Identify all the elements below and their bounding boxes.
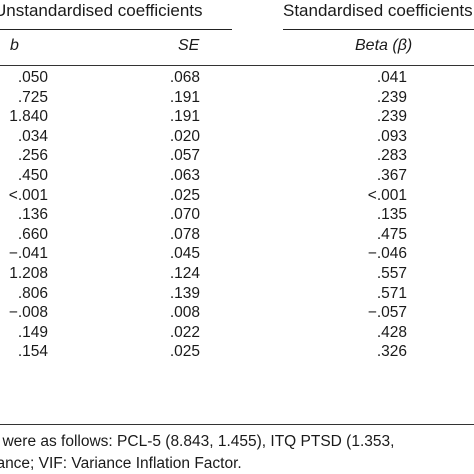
column-header-beta: Beta (β) xyxy=(355,37,413,54)
standardised-coefficients-header: Standardised coefficients xyxy=(283,1,473,20)
table-row: .050 .068 .041 xyxy=(0,68,474,88)
cell-se: .063 xyxy=(169,166,200,184)
cell-se: .008 xyxy=(169,304,200,322)
cell-b: .154 xyxy=(17,343,48,361)
table-row: 1.208 .124 .557 xyxy=(0,264,474,284)
standardised-header-rule xyxy=(283,29,474,30)
cell-b: .450 xyxy=(17,166,48,184)
cell-se: .070 xyxy=(169,206,200,224)
cell-se: .078 xyxy=(169,225,200,243)
table-note-line-1: ) were as follows: PCL-5 (8.843, 1.455),… xyxy=(0,433,395,450)
cell-se: .124 xyxy=(169,264,200,282)
cell-beta: .557 xyxy=(376,264,407,282)
unstandardised-header-rule xyxy=(0,29,232,30)
cell-b: .660 xyxy=(17,225,48,243)
table-row: .450 .063 .367 xyxy=(0,166,474,186)
unstandardised-coefficients-header: Unstandardised coefficients xyxy=(0,1,203,20)
cell-beta: .239 xyxy=(376,108,407,126)
cell-se: .139 xyxy=(169,284,200,302)
cell-b: .806 xyxy=(17,284,48,302)
cell-se: .191 xyxy=(169,88,200,106)
cell-beta: .367 xyxy=(376,166,407,184)
cell-beta: .571 xyxy=(376,284,407,302)
cell-beta: −.046 xyxy=(367,245,407,263)
cell-se: .045 xyxy=(169,245,200,263)
cell-se: .191 xyxy=(169,108,200,126)
table-note-line-2: iance; VIF: Variance Inflation Factor. xyxy=(0,455,242,472)
cell-b: −.008 xyxy=(8,304,48,322)
cell-b: .050 xyxy=(17,69,48,86)
cell-b: .256 xyxy=(17,147,48,165)
cell-se: .025 xyxy=(169,343,200,361)
table-row: .660 .078 .475 xyxy=(0,225,474,245)
cell-beta: .326 xyxy=(376,343,407,361)
cell-beta: .041 xyxy=(376,69,407,86)
cell-beta: .428 xyxy=(376,323,407,341)
cell-b: .136 xyxy=(17,206,48,224)
table-bottom-rule xyxy=(0,424,474,425)
cell-b: −.041 xyxy=(8,245,48,263)
table-row: −.041 .045 −.046 xyxy=(0,244,474,264)
cell-se: .068 xyxy=(169,69,200,86)
table-row: −.008 .008 −.057 xyxy=(0,303,474,323)
cell-b: .725 xyxy=(17,88,48,106)
cell-b: .149 xyxy=(17,323,48,341)
column-header-se: SE xyxy=(178,37,200,54)
table-body: .050.068.041.725.191.239 1.840.191.239.03… xyxy=(0,68,474,362)
table-header-bottom-rule xyxy=(0,65,474,66)
cell-b: .034 xyxy=(17,127,48,145)
cell-se: .057 xyxy=(169,147,200,165)
cell-b: 1.840 xyxy=(9,108,48,126)
cell-beta: .283 xyxy=(376,147,407,165)
table-row: .725 .191 .239 xyxy=(0,88,474,108)
cell-se: .020 xyxy=(169,127,200,145)
cell-se: .025 xyxy=(169,186,200,204)
cell-beta: .135 xyxy=(376,206,407,224)
cell-b: <.001 xyxy=(8,186,48,204)
table-row: .154 .025 .326 xyxy=(0,342,474,362)
cell-beta: −.057 xyxy=(367,304,407,322)
cell-beta: .475 xyxy=(376,225,407,243)
cell-beta: .093 xyxy=(376,127,407,145)
table-row: <.001 .025 <.001 xyxy=(0,186,474,206)
column-header-b: b xyxy=(10,37,19,54)
cell-b: 1.208 xyxy=(9,264,48,282)
cell-se: .022 xyxy=(169,323,200,341)
table-row: .806 .139 .571 xyxy=(0,284,474,304)
table-row: .034 .020 .093 xyxy=(0,127,474,147)
cell-beta: .239 xyxy=(376,88,407,106)
table-row: .136 .070 .135 xyxy=(0,205,474,225)
table-row: .256 .057 .283 xyxy=(0,146,474,166)
table-row: .149 .022 .428 xyxy=(0,323,474,343)
table-row: 1.840 .191 .239 xyxy=(0,107,474,127)
cell-beta: <.001 xyxy=(367,186,407,204)
